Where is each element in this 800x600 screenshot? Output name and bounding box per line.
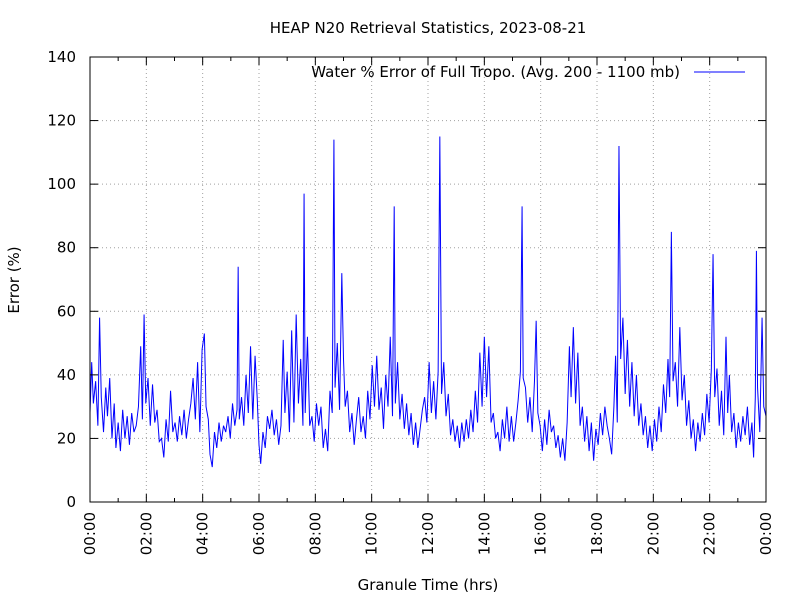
x-tick-label: 18:00 [588, 512, 606, 555]
y-tick-label: 100 [47, 175, 76, 193]
x-tick-label: 02:00 [137, 512, 155, 555]
y-axis-label: Error (%) [5, 246, 23, 313]
x-tick-label: 20:00 [644, 512, 662, 555]
x-tick-label: 10:00 [363, 512, 381, 555]
y-tick-label: 60 [57, 302, 76, 320]
legend: Water % Error of Full Tropo. (Avg. 200 -… [311, 63, 745, 81]
x-tick-labels: 00:00 02:00 04:00 06:00 08:00 10:00 12:00 14:00… [81, 512, 775, 555]
y-tick-label: 120 [47, 112, 76, 130]
x-tick-label: 12:00 [419, 512, 437, 555]
y-tick-labels: 0 20 40 60 80 100 120 140 [47, 48, 76, 511]
legend-label: Water % Error of Full Tropo. (Avg. 200 -… [311, 63, 680, 81]
x-tick-label: 00:00 [757, 512, 775, 555]
y-tick-label: 0 [66, 493, 76, 511]
x-tick-label: 06:00 [250, 512, 268, 555]
series-line [89, 136, 767, 468]
tick-marks [89, 56, 767, 503]
x-tick-label: 00:00 [81, 512, 99, 555]
x-tick-label: 16:00 [532, 512, 550, 555]
x-tick-label: 22:00 [701, 512, 719, 555]
series-layer [89, 136, 767, 468]
y-tick-label: 140 [47, 48, 76, 66]
x-tick-label: 08:00 [306, 512, 324, 555]
y-tick-label: 80 [57, 239, 76, 257]
x-tick-label: 04:00 [194, 512, 212, 555]
x-axis-label: Granule Time (hrs) [358, 576, 499, 594]
y-tick-label: 20 [57, 429, 76, 447]
x-tick-label: 14:00 [475, 512, 493, 555]
plot-frame [89, 56, 767, 503]
grid-lines [90, 57, 766, 502]
y-tick-label: 40 [57, 366, 76, 384]
chart-title: HEAP N20 Retrieval Statistics, 2023-08-2… [270, 19, 587, 37]
